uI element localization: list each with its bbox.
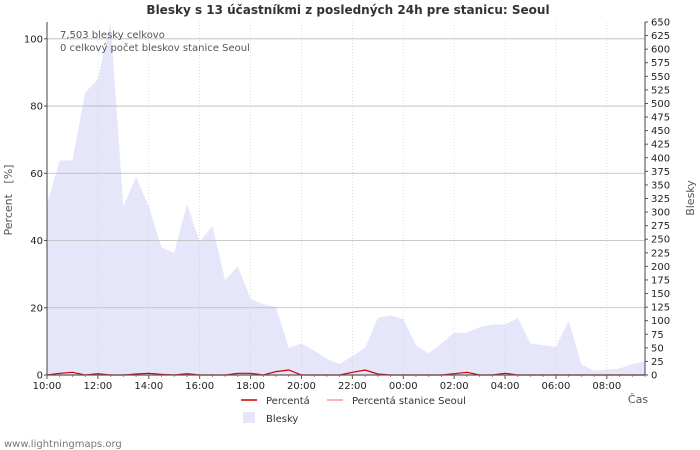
y-right-tick-label: 500: [651, 99, 670, 110]
y-left-tick-label: 100: [24, 34, 43, 45]
y-right-tick-label: 650: [651, 18, 670, 29]
y-right-tick-label: 525: [651, 85, 670, 96]
y-right-tick-label: 275: [651, 221, 670, 232]
y-left-tick-label: 80: [30, 102, 43, 113]
x-tick-label: 18:00: [236, 381, 265, 392]
x-tick-label: 04:00: [491, 381, 520, 392]
chart-title: Blesky s 13 účastníkmi z posledných 24h …: [146, 3, 549, 17]
y-right-tick-label: 125: [651, 303, 670, 314]
y-right-tick-label: 0: [651, 371, 657, 382]
x-tick-label: 02:00: [440, 381, 469, 392]
y-right-tick-label: 150: [651, 289, 670, 300]
series-area-blesky: [47, 22, 645, 375]
x-tick-label: 12:00: [83, 381, 112, 392]
y-right-tick-label: 350: [651, 180, 670, 191]
footer-credit: www.lightningmaps.org: [4, 439, 122, 450]
y-right-tick-label: 475: [651, 113, 670, 124]
x-tick-label: 16:00: [185, 381, 214, 392]
y-right-tick-label: 250: [651, 235, 670, 246]
y-right-tick-label: 400: [651, 153, 670, 164]
y-right-tick-label: 75: [651, 330, 664, 341]
y-left-tick-label: 0: [37, 371, 43, 382]
y-right-tick-label: 425: [651, 140, 670, 151]
x-tick-label: 22:00: [338, 381, 367, 392]
y-right-tick-label: 325: [651, 194, 670, 205]
y-right-tick-label: 600: [651, 45, 670, 56]
legend-label-percenta: Percentá: [266, 395, 310, 407]
legend-label-percenta-stanice: Percentá stanice Seoul: [352, 395, 466, 407]
y-right-tick-label: 200: [651, 262, 670, 273]
y-axis-left-label: Percent [%]: [2, 165, 15, 236]
annotation-total: 7,503 blesky celkovo: [60, 30, 165, 41]
x-tick-label: 20:00: [287, 381, 316, 392]
legend: Percentá Percentá stanice Seoul Blesky: [241, 395, 466, 425]
x-tick-label: 08:00: [592, 381, 621, 392]
y-axis-right-label: Blesky: [684, 180, 697, 216]
y-right-tick-label: 25: [651, 357, 664, 368]
x-tick-label: 00:00: [389, 381, 418, 392]
y-right-tick-label: 175: [651, 275, 670, 286]
y-left-tick-label: 40: [30, 236, 43, 247]
y-left-tick-label: 60: [30, 169, 43, 180]
y-right-tick-label: 575: [651, 58, 670, 69]
legend-swatch-blesky: [243, 412, 255, 423]
y-right-tick-label: 100: [651, 316, 670, 327]
x-axis-label: Čas: [628, 393, 648, 406]
x-tick-label: 10:00: [33, 381, 62, 392]
legend-label-blesky: Blesky: [266, 414, 298, 425]
annotation-station: 0 celkový počet bleskov stanice Seoul: [60, 42, 250, 54]
y-left-tick-label: 20: [30, 303, 43, 314]
plot-area: 0 20 40 60 80 100 0 25 50 75 100 125 150 175 200 225 250…: [24, 18, 670, 393]
y-right-tick-label: 375: [651, 167, 670, 178]
y-right-tick-label: 450: [651, 126, 670, 137]
y-right-tick-label: 50: [651, 343, 664, 354]
y-right-tick-label: 300: [651, 208, 670, 219]
x-tick-label: 06:00: [542, 381, 571, 392]
x-tick-label: 14:00: [134, 381, 163, 392]
y-right-tick-label: 225: [651, 248, 670, 259]
y-right-tick-label: 550: [651, 72, 670, 83]
y-right-tick-label: 625: [651, 31, 670, 42]
